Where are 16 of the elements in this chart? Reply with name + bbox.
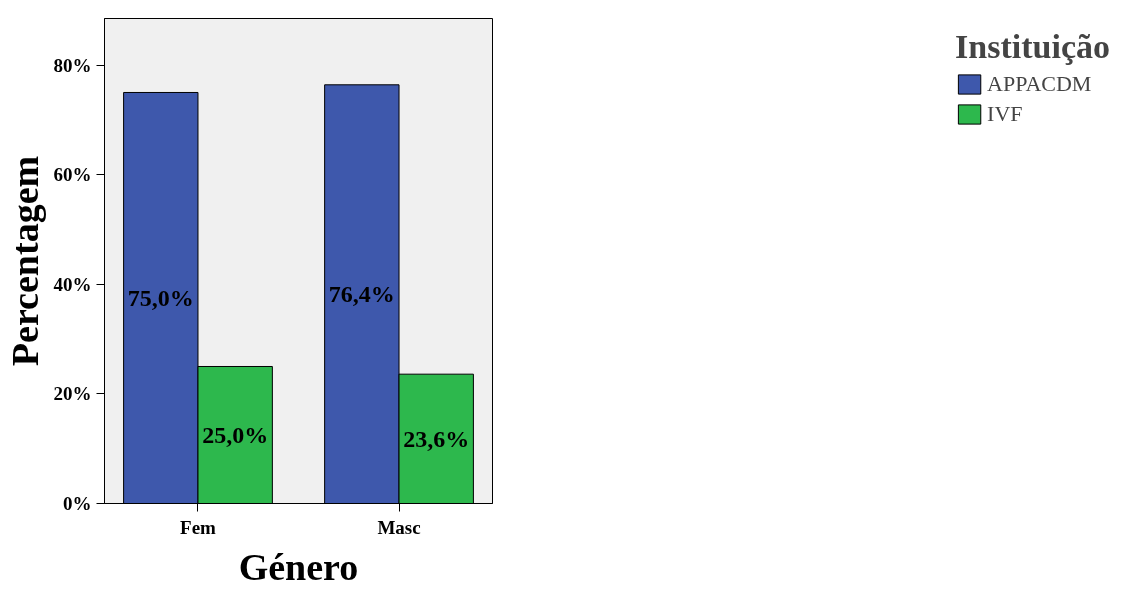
data-label: 23,6% (403, 425, 470, 452)
y-tick-label: 60% (53, 164, 92, 186)
y-tick-label: 80% (53, 54, 92, 76)
legend-title: Instituição (955, 28, 1110, 66)
data-label: 75,0% (127, 284, 194, 311)
legend-label: APPACDM (987, 71, 1092, 97)
x-tick-label: Masc (377, 516, 421, 538)
y-axis-title: Percentagem (3, 155, 46, 367)
x-tick-label: Fem (180, 516, 217, 538)
legend-label: IVF (987, 101, 1023, 127)
y-tick-label: 0% (63, 493, 92, 514)
y-tick-label: 20% (53, 383, 92, 405)
y-tick-label: 40% (53, 273, 92, 295)
x-axis-title: Género (238, 545, 359, 588)
data-label: 25,0% (202, 422, 269, 448)
data-label: 76,4% (328, 281, 395, 308)
